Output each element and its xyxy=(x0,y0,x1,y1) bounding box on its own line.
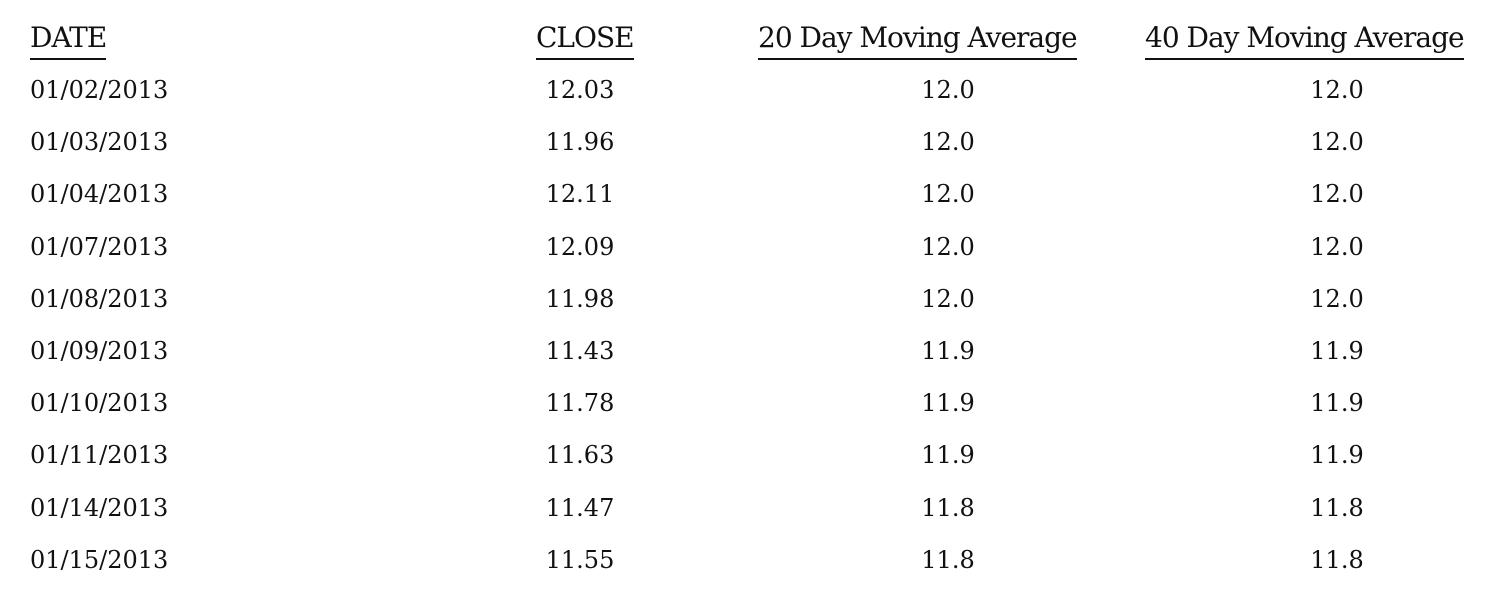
column-header-close: CLOSE xyxy=(536,20,635,60)
table-row: 01/14/2013 11.47 11.8 11.8 xyxy=(0,488,1496,540)
close-cell: 12.11 xyxy=(545,180,615,209)
table-row: 01/02/2013 12.03 12.0 12.0 xyxy=(0,70,1496,122)
table-row: 01/08/2013 11.98 12.0 12.0 xyxy=(0,279,1496,331)
date-cell: 01/09/2013 xyxy=(30,336,169,365)
table-row: 01/03/2013 11.96 12.0 12.0 xyxy=(0,122,1496,174)
close-cell: 11.43 xyxy=(545,336,615,365)
close-cell: 12.09 xyxy=(545,232,615,261)
ma20-cell: 11.9 xyxy=(921,441,975,470)
close-cell: 11.55 xyxy=(545,545,615,574)
table-row: 01/11/2013 11.63 11.9 11.9 xyxy=(0,435,1496,487)
column-header-20-day-moving-average: 20 Day Moving Average xyxy=(758,20,1078,60)
ma20-cell: 11.9 xyxy=(921,336,975,365)
date-cell: 01/03/2013 xyxy=(30,128,169,157)
ma40-cell: 11.8 xyxy=(1310,545,1364,574)
date-cell: 01/11/2013 xyxy=(30,441,169,470)
ma40-cell: 12.0 xyxy=(1310,76,1364,104)
ma20-cell: 12.0 xyxy=(921,180,975,209)
table-row: 01/07/2013 12.09 12.0 12.0 xyxy=(0,227,1496,279)
ma20-cell: 12.0 xyxy=(921,128,975,157)
ma20-cell: 11.8 xyxy=(921,545,975,574)
close-cell: 11.47 xyxy=(545,493,615,522)
column-header-40-day-moving-average: 40 Day Moving Average xyxy=(1145,20,1465,60)
ma40-cell: 12.0 xyxy=(1310,128,1364,157)
column-header-date: DATE xyxy=(30,20,107,60)
date-cell: 01/04/2013 xyxy=(30,180,169,209)
close-cell: 11.63 xyxy=(545,441,615,470)
ma20-cell: 12.0 xyxy=(921,284,975,313)
date-cell: 01/14/2013 xyxy=(30,493,169,522)
table-row: 01/10/2013 11.78 11.9 11.9 xyxy=(0,383,1496,435)
ma20-cell: 12.0 xyxy=(921,232,975,261)
close-cell: 12.03 xyxy=(545,76,615,104)
table-row: 01/09/2013 11.43 11.9 11.9 xyxy=(0,331,1496,383)
date-cell: 01/02/2013 xyxy=(30,76,169,104)
ma40-cell: 11.8 xyxy=(1310,493,1364,522)
ma20-cell: 12.0 xyxy=(921,76,975,104)
ma40-cell: 12.0 xyxy=(1310,232,1364,261)
close-cell: 11.78 xyxy=(545,389,615,418)
ma20-cell: 11.9 xyxy=(921,389,975,418)
date-cell: 01/15/2013 xyxy=(30,545,169,574)
ma40-cell: 12.0 xyxy=(1310,284,1364,313)
table-row: 01/15/2013 11.55 11.8 11.8 xyxy=(0,540,1496,592)
date-cell: 01/07/2013 xyxy=(30,232,169,261)
date-cell: 01/08/2013 xyxy=(30,284,169,313)
ma20-cell: 11.8 xyxy=(921,493,975,522)
date-cell: 01/10/2013 xyxy=(30,389,169,418)
ma40-cell: 11.9 xyxy=(1310,389,1364,418)
table-body: 01/02/2013 12.03 12.0 12.0 01/03/2013 11… xyxy=(0,70,1496,592)
close-cell: 11.98 xyxy=(545,284,615,313)
ma40-cell: 12.0 xyxy=(1310,180,1364,209)
ma40-cell: 11.9 xyxy=(1310,336,1364,365)
ma40-cell: 11.9 xyxy=(1310,441,1364,470)
close-cell: 11.96 xyxy=(545,128,615,157)
table-row: 01/04/2013 12.11 12.0 12.0 xyxy=(0,174,1496,226)
